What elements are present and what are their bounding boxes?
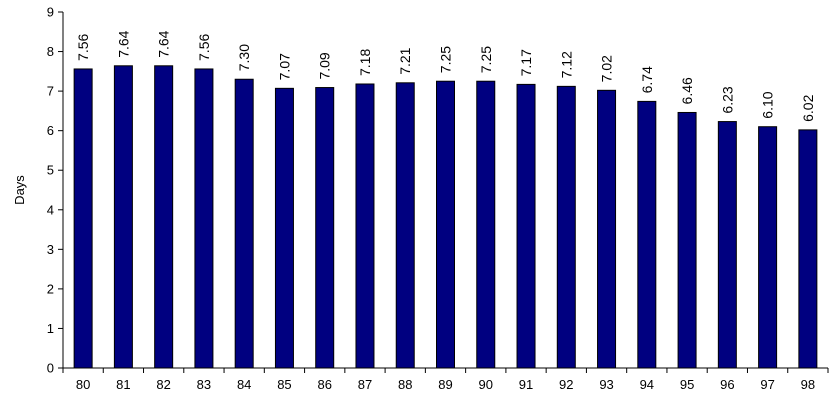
data-labels-group: 7.56 7.64 7.64 7.56 7.30 7.07 7.09 7.18 7.21 7.25… bbox=[75, 30, 816, 122]
data-label: 6.02 bbox=[800, 94, 816, 121]
bar bbox=[234, 78, 254, 369]
data-label: 7.25 bbox=[478, 46, 494, 73]
x-tick-label: 93 bbox=[599, 377, 613, 392]
bar bbox=[436, 80, 455, 369]
x-tick-label: 88 bbox=[398, 377, 412, 392]
data-label: 7.18 bbox=[357, 49, 373, 76]
bar bbox=[73, 68, 93, 369]
data-label: 7.30 bbox=[236, 44, 252, 71]
data-label: 7.07 bbox=[276, 53, 292, 80]
bar bbox=[476, 80, 496, 369]
y-tick-label: 3 bbox=[47, 242, 54, 257]
y-axis-title: Days bbox=[12, 175, 27, 205]
bar bbox=[315, 87, 335, 369]
bar bbox=[154, 65, 174, 369]
axes-group bbox=[62, 12, 828, 369]
y-tick-label: 8 bbox=[47, 44, 54, 59]
y-tick-label: 0 bbox=[47, 361, 54, 376]
data-label: 6.10 bbox=[760, 91, 776, 118]
bar bbox=[395, 82, 415, 369]
data-label: 6.23 bbox=[719, 86, 735, 113]
y-ticks-group: 0 1 2 3 4 5 6 7 8 9 bbox=[47, 5, 63, 376]
x-tick-label: 92 bbox=[559, 377, 573, 392]
x-tick-label: 94 bbox=[640, 377, 654, 392]
y-tick-label: 5 bbox=[47, 163, 54, 178]
bar bbox=[556, 85, 576, 369]
bar bbox=[194, 68, 214, 369]
x-tick-label: 89 bbox=[438, 377, 452, 392]
y-tick-label: 7 bbox=[47, 84, 54, 99]
bar bbox=[516, 83, 536, 369]
x-tick-label: 83 bbox=[197, 377, 211, 392]
x-ticks-group: 80 81 82 83 84 85 86 87 88 89 90 91 92 93 94 95 96 97 98 bbox=[62, 368, 829, 392]
x-tick-label: 96 bbox=[720, 377, 734, 392]
data-label: 7.17 bbox=[518, 49, 534, 76]
bar bbox=[717, 121, 737, 369]
data-label: 7.64 bbox=[115, 30, 131, 57]
x-tick-label: 91 bbox=[519, 377, 533, 392]
x-tick-label: 82 bbox=[156, 377, 170, 392]
bar bbox=[355, 83, 375, 369]
x-tick-label: 87 bbox=[358, 377, 372, 392]
y-tick-label: 4 bbox=[47, 202, 54, 217]
bar bbox=[637, 100, 657, 369]
y-tick-label: 9 bbox=[47, 5, 54, 20]
x-tick-label: 95 bbox=[680, 377, 694, 392]
y-tick-label: 1 bbox=[47, 321, 54, 336]
data-label: 7.12 bbox=[558, 51, 574, 78]
bar bbox=[274, 87, 294, 369]
x-tick-label: 97 bbox=[760, 377, 774, 392]
bars-group bbox=[73, 65, 818, 369]
bar bbox=[677, 111, 697, 369]
data-label: 7.09 bbox=[317, 52, 333, 79]
bar bbox=[113, 65, 133, 369]
data-label: 7.25 bbox=[438, 46, 454, 73]
data-label: 6.74 bbox=[639, 66, 655, 93]
data-label: 7.21 bbox=[397, 47, 413, 74]
x-tick-label: 81 bbox=[116, 377, 130, 392]
x-tick-label: 86 bbox=[317, 377, 331, 392]
bar bbox=[597, 89, 617, 369]
x-tick-label: 80 bbox=[76, 377, 90, 392]
data-label: 7.56 bbox=[196, 33, 212, 60]
x-tick-label: 85 bbox=[277, 377, 291, 392]
x-tick-label: 98 bbox=[801, 377, 815, 392]
bar bbox=[798, 129, 818, 369]
data-label: 6.46 bbox=[679, 77, 695, 104]
x-tick-label: 90 bbox=[479, 377, 493, 392]
data-label: 7.02 bbox=[599, 55, 615, 82]
y-tick-label: 6 bbox=[47, 123, 54, 138]
y-tick-label: 2 bbox=[47, 281, 54, 296]
bar bbox=[758, 126, 778, 369]
x-tick-label: 84 bbox=[237, 377, 251, 392]
data-label: 7.64 bbox=[156, 30, 172, 57]
data-label: 7.56 bbox=[75, 33, 91, 60]
